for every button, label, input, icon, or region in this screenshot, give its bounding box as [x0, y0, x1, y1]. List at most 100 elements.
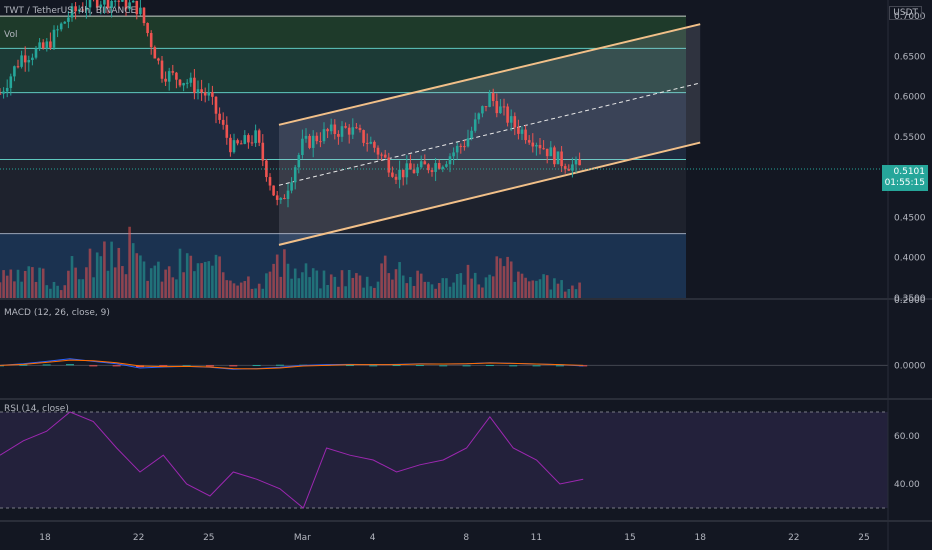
macd-histogram-bar — [509, 365, 518, 367]
candle-body — [45, 41, 49, 49]
candle-body — [27, 60, 31, 63]
candle-body — [135, 0, 139, 15]
candle-body — [488, 93, 491, 107]
macd-histogram-bar — [19, 364, 28, 366]
volume-bar — [56, 285, 59, 298]
candle-body — [502, 106, 506, 108]
volume-bar — [423, 281, 427, 298]
volume-bar — [81, 279, 85, 298]
volume-bar — [563, 291, 567, 298]
candle-body — [16, 66, 20, 68]
candle-body — [340, 126, 344, 137]
volume-bar — [142, 261, 146, 298]
candle-body — [571, 164, 574, 171]
candle-body — [358, 127, 362, 131]
volume-bar — [391, 279, 394, 298]
candle-body — [315, 135, 319, 142]
volume-bar — [513, 281, 517, 298]
candle-body — [308, 135, 311, 148]
candle-body — [250, 142, 254, 144]
volume-bar — [257, 283, 261, 298]
volume-bar — [531, 280, 535, 298]
candle-body — [275, 195, 279, 200]
macd-histogram-bar — [65, 364, 74, 366]
candle-body — [124, 0, 128, 10]
candle-body — [344, 126, 347, 128]
candle-body — [509, 116, 513, 123]
volume-bar — [448, 286, 452, 298]
time-axis-tick: 18 — [39, 533, 51, 543]
macd-histogram-bar — [485, 365, 494, 367]
macd-histogram-bar — [112, 365, 121, 367]
symbol-title: TWT / TetherUS, 4h, BINANCE — [4, 6, 137, 16]
volume-bar — [182, 272, 185, 298]
volume-bar — [351, 277, 355, 298]
time-axis-tick: 25 — [203, 533, 214, 543]
candle-body — [542, 148, 545, 150]
volume-bar — [67, 270, 70, 298]
candle-body — [81, 9, 85, 11]
candle-body — [445, 164, 448, 167]
candle-body — [437, 163, 441, 169]
candle-body — [225, 124, 229, 138]
price-axis-tick: 0.5500 — [894, 133, 926, 143]
candle-body — [13, 66, 16, 77]
volume-bar — [221, 272, 225, 298]
volume-bar — [347, 269, 351, 298]
volume-label: Vol — [4, 30, 18, 40]
volume-bar — [2, 270, 5, 298]
volume-bar — [524, 277, 527, 298]
volume-bar — [139, 255, 142, 298]
candle-body — [499, 106, 502, 114]
candle-body — [333, 124, 337, 134]
candle-body — [513, 116, 517, 128]
volume-bar — [247, 276, 250, 298]
volume-bar — [207, 261, 211, 298]
volume-bar — [175, 279, 178, 298]
volume-bar — [412, 285, 416, 298]
bar-countdown: 01:55:15 — [884, 178, 925, 188]
volume-bar — [185, 253, 189, 298]
candle-body — [394, 176, 398, 180]
candle-body — [167, 71, 171, 82]
candle-body — [412, 169, 416, 174]
volume-bar — [45, 285, 49, 298]
volume-bar — [520, 273, 524, 298]
macd-histogram-bar — [532, 365, 541, 367]
volume-bar — [376, 281, 380, 298]
macd-axis-tick: 0.0000 — [894, 361, 926, 371]
candle-body — [2, 91, 5, 94]
candle-body — [254, 130, 257, 144]
price-axis-tick: 0.7000 — [894, 12, 926, 22]
macd-histogram-bar — [252, 365, 261, 367]
candle-body — [178, 79, 182, 86]
volume-bar — [481, 287, 484, 298]
volume-bar — [455, 274, 459, 298]
candle-body — [423, 161, 427, 165]
volume-bar — [229, 280, 232, 298]
candle-body — [311, 135, 315, 148]
volume-bar — [427, 281, 430, 298]
price-zone-band — [0, 16, 686, 49]
volume-bar — [333, 276, 337, 298]
candle-body — [0, 93, 2, 95]
candle-body — [419, 161, 423, 168]
volume-bar — [70, 256, 74, 298]
regression-channel[interactable] — [278, 23, 701, 246]
candle-body — [214, 96, 218, 114]
candle-body — [196, 89, 200, 93]
candle-body — [211, 92, 214, 97]
candle-body — [355, 127, 358, 129]
candle-body — [142, 7, 146, 24]
volume-bar — [153, 265, 157, 298]
price-axis-tick: 0.3500 — [894, 294, 926, 304]
candle-body — [218, 113, 221, 120]
candle-body — [535, 145, 538, 147]
candle-body — [85, 7, 88, 11]
volume-bar — [470, 278, 473, 298]
volume-bar — [495, 256, 499, 298]
volume-bar — [106, 270, 110, 298]
volume-bar — [441, 278, 445, 298]
currency-label[interactable]: USDT — [889, 6, 922, 20]
